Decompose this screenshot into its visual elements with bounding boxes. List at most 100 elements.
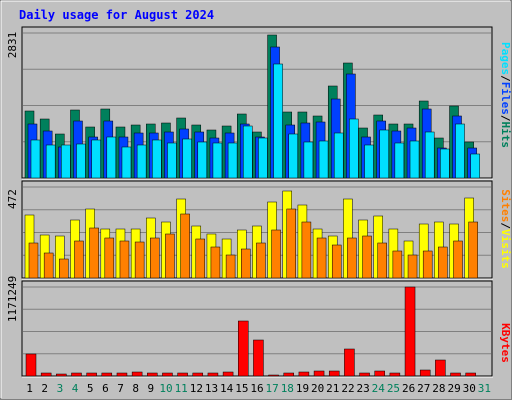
bar-pages-day-12: [197, 141, 208, 179]
bar-pages-day-9: [152, 139, 162, 179]
bar-sites-day-2: [43, 252, 54, 279]
bar-pages-day-20: [318, 140, 329, 179]
x-tick-label: 5: [87, 382, 94, 395]
bar-kbytes-day-6: [101, 372, 113, 377]
bar-sites-day-7: [119, 240, 130, 279]
bar-sites-day-24: [377, 242, 387, 279]
bar-sites-day-5: [89, 227, 99, 279]
bar-kbytes-day-22: [344, 348, 355, 377]
x-tick-label: 1: [26, 382, 33, 395]
bar-sites-day-27: [422, 250, 433, 279]
visits-sites-panel: 472 Sites/Visits: [6, 186, 512, 279]
bar-pages-day-19: [303, 141, 314, 179]
x-tick-label: 11: [175, 382, 188, 395]
legend-item: Pages: [499, 42, 512, 75]
bar-sites-day-13: [210, 246, 221, 279]
bar-kbytes-day-20: [313, 370, 325, 377]
x-tick-label: 17: [266, 382, 279, 395]
y-max-label: 1171249: [6, 276, 19, 322]
legend-item: Visits: [499, 229, 512, 269]
bar-kbytes-day-13: [207, 372, 219, 377]
bar-kbytes-day-23: [359, 372, 370, 377]
bar-sites-day-17: [271, 229, 281, 279]
bar-pages-day-28: [440, 148, 450, 179]
bar-pages-day-8: [136, 144, 147, 179]
legend-item: Hits: [499, 122, 512, 149]
bar-sites-day-28: [438, 246, 448, 279]
bar-pages-day-15: [243, 125, 253, 179]
y-max-label: 472: [6, 189, 19, 209]
x-tick-label: 28: [432, 382, 445, 395]
chart-title: Daily usage for August 2024: [19, 8, 214, 22]
x-tick-label: 13: [205, 382, 218, 395]
bar-pages-day-25: [394, 142, 405, 179]
bar-sites-day-1: [28, 242, 39, 279]
bar-sites-day-3: [59, 258, 69, 279]
legend-item: /: [499, 75, 512, 82]
bar-kbytes-day-15: [238, 320, 249, 377]
bar-kbytes-day-21: [328, 370, 340, 377]
bar-kbytes-day-17: [268, 374, 279, 377]
bar-pages-day-30: [470, 153, 480, 179]
x-tick-label: 12: [190, 382, 203, 395]
legend: Sites/Visits: [499, 189, 512, 269]
bar-kbytes-day-18: [283, 372, 294, 377]
bar-pages-day-16: [258, 137, 268, 179]
bar-pages-day-24: [379, 129, 389, 179]
bar-kbytes-day-29: [450, 372, 461, 377]
bar-sites-day-30: [468, 221, 478, 279]
bar-sites-day-11: [180, 213, 190, 279]
bar-kbytes-day-24: [374, 370, 385, 377]
bar-kbytes-day-28: [435, 359, 446, 377]
y-max-label: 2831: [6, 32, 19, 59]
bar-pages-day-14: [227, 142, 238, 179]
bar-kbytes-day-14: [222, 371, 234, 377]
bar-pages-day-18: [288, 133, 298, 179]
bar-kbytes-day-5: [86, 372, 97, 377]
bar-kbytes-day-7: [116, 372, 128, 377]
x-tick-label: 7: [117, 382, 124, 395]
x-tick-label: 6: [102, 382, 109, 395]
bar-sites-day-16: [256, 242, 266, 279]
bar-sites-day-23: [362, 235, 372, 279]
x-tick-label: 25: [387, 382, 400, 395]
x-tick-label: 14: [220, 382, 234, 395]
x-tick-label: 9: [148, 382, 155, 395]
bar-kbytes-day-16: [253, 339, 264, 377]
bar-pages-day-2: [45, 144, 56, 179]
kbytes-panel: 1171249 KBytes: [6, 276, 512, 377]
bar-kbytes-day-4: [71, 372, 82, 377]
bar-pages-day-22: [349, 118, 359, 179]
bar-pages-day-7: [121, 146, 132, 179]
bar-pages-day-23: [364, 144, 374, 179]
legend-item: KBytes: [499, 323, 512, 363]
bar-sites-day-26: [407, 254, 418, 279]
legend-item: Sites: [499, 189, 512, 222]
bar-kbytes-day-25: [389, 372, 401, 377]
bar-sites-day-4: [74, 240, 84, 279]
bar-sites-day-21: [331, 244, 342, 279]
bar-pages-day-6: [106, 136, 117, 179]
legend-item: /: [499, 115, 512, 122]
legend-item: /: [499, 222, 512, 229]
bar-kbytes-day-2: [40, 372, 52, 377]
bar-sites-day-22: [347, 237, 357, 279]
x-tick-label: 18: [281, 382, 294, 395]
bar-sites-day-29: [453, 240, 463, 279]
bar-kbytes-day-1: [25, 353, 37, 377]
x-tick-label: 29: [447, 382, 460, 395]
x-tick-label: 3: [57, 382, 64, 395]
bar-pages-day-29: [455, 123, 465, 179]
x-tick-label: 10: [159, 382, 172, 395]
x-axis-labels: 1 2 3 4 5 6 7 8 9 10 11 12 13 14 15 16 17 18 19 20 21 22 23 24 2…: [26, 382, 491, 395]
x-tick-label: 23: [357, 382, 370, 395]
bar-kbytes-day-19: [298, 371, 310, 377]
hits-files-pages-panel: 2831 Pages/Files/Hits: [6, 32, 512, 179]
bar-pages-day-5: [91, 139, 101, 179]
x-tick-label: 22: [341, 382, 354, 395]
bar-pages-day-17: [273, 63, 283, 179]
bar-pages-day-13: [212, 142, 223, 179]
bar-sites-day-25: [392, 250, 403, 279]
bar-kbytes-day-11: [177, 372, 188, 377]
